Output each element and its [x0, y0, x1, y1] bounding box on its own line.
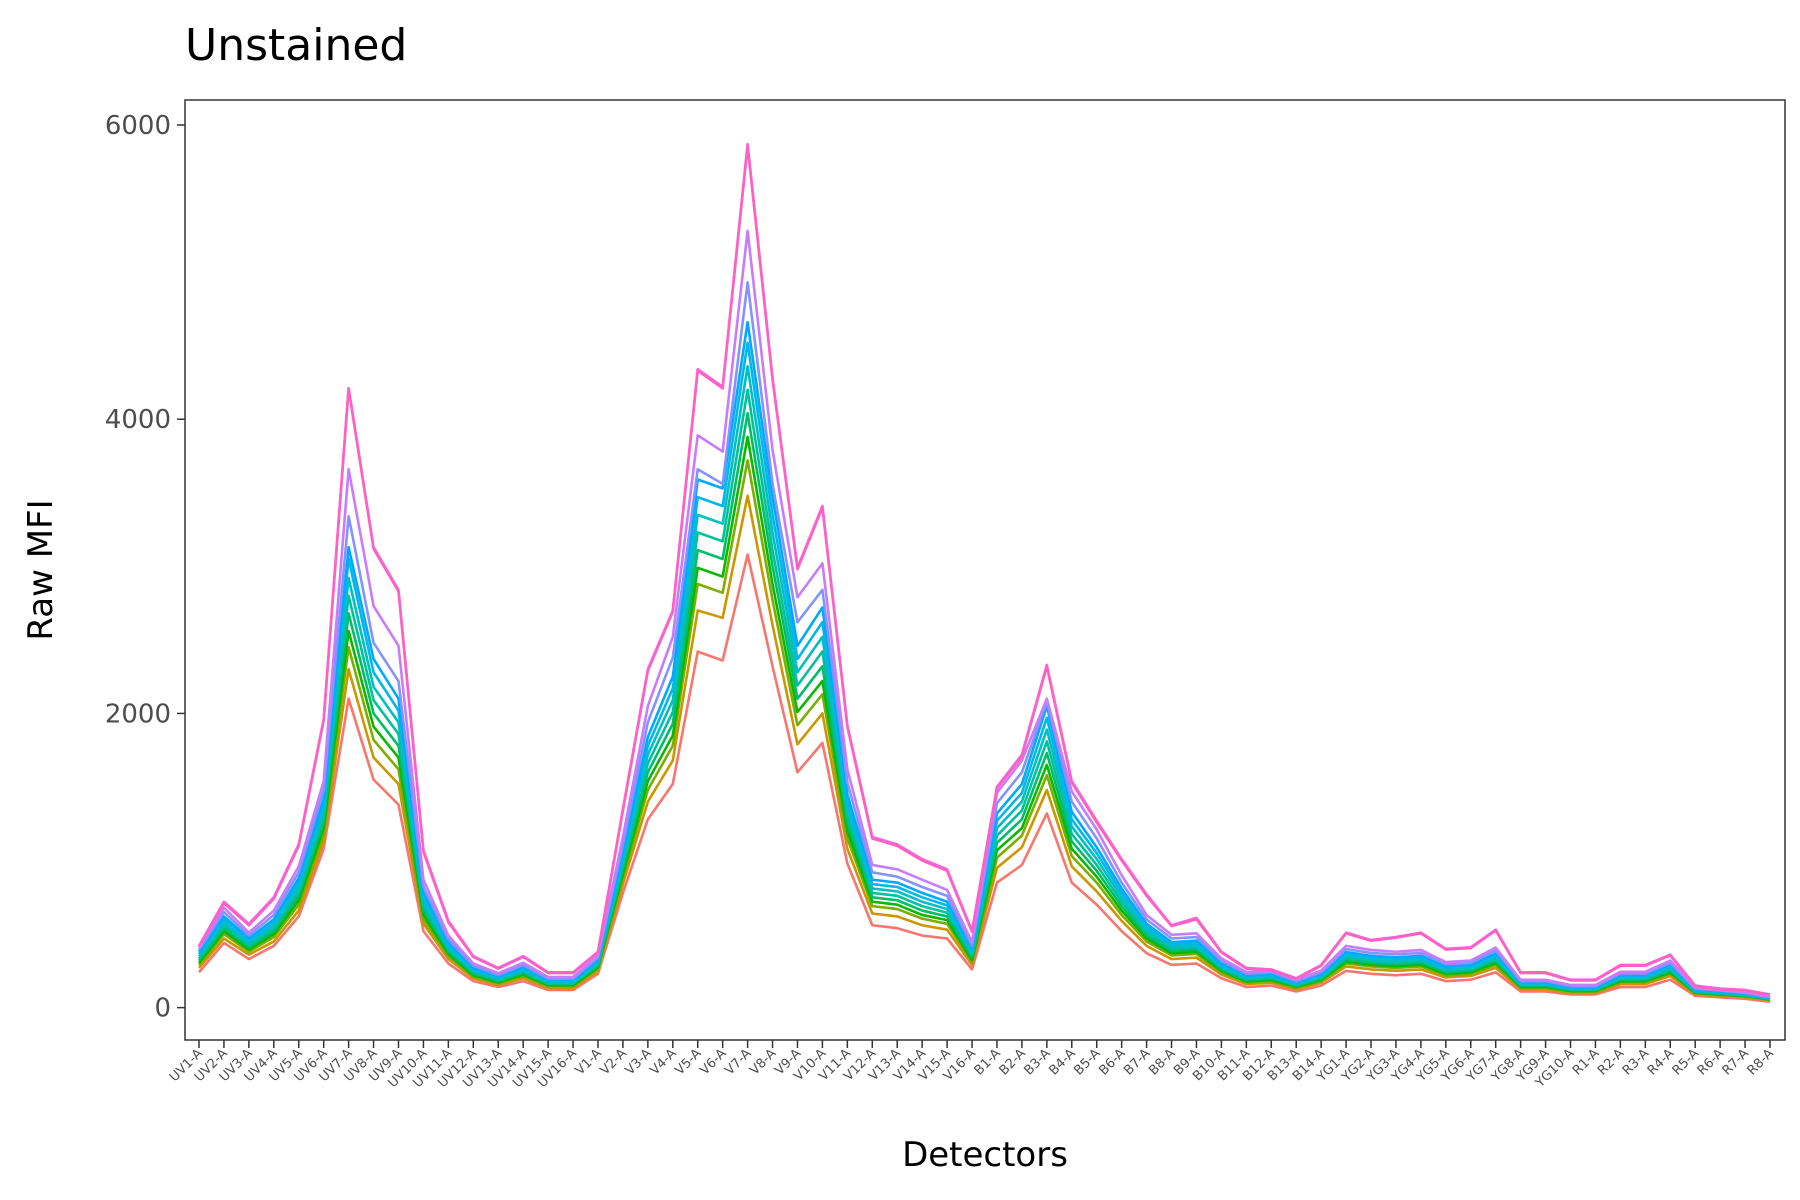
x-tick-label: V1-A: [573, 1046, 605, 1078]
series-line-1: [198, 553, 1771, 1004]
x-tick-label: V7-A: [722, 1046, 754, 1078]
x-tick-label: B3-A: [1021, 1046, 1053, 1078]
plot-panel: [184, 99, 1786, 1041]
x-tick-label: B1-A: [972, 1046, 1004, 1078]
x-tick-label: V2-A: [598, 1046, 630, 1078]
x-tick-label: V6-A: [697, 1046, 729, 1078]
x-tick-label: V3-A: [623, 1046, 655, 1078]
x-tick-label: B4-A: [1046, 1046, 1078, 1078]
x-tick-label: V5-A: [672, 1046, 704, 1078]
x-tick-label: B7-A: [1121, 1046, 1153, 1078]
x-tick-label: R6-A: [1695, 1046, 1727, 1078]
x-tick-label: V4-A: [647, 1046, 679, 1078]
y-axis-title: Raw MFI: [21, 499, 61, 640]
x-tick-label: R3-A: [1620, 1046, 1652, 1078]
x-axis: UV1-AUV2-AUV3-AUV4-AUV5-AUV6-AUV7-AUV8-A…: [167, 1040, 1777, 1091]
chart-title: Unstained: [185, 20, 407, 71]
x-tick-label: V8-A: [747, 1046, 779, 1078]
x-tick-label: R7-A: [1720, 1046, 1752, 1078]
series-line-2: [198, 494, 1771, 1002]
x-tick-label: B2-A: [997, 1046, 1029, 1078]
series-line-13: [197, 144, 1771, 997]
x-axis-title: Detectors: [902, 1135, 1068, 1175]
x-tick-label: R8-A: [1745, 1046, 1777, 1078]
series-layer: [197, 142, 1771, 1004]
y-tick-label: 2000: [105, 699, 171, 729]
x-tick-label: R1-A: [1570, 1046, 1602, 1078]
y-tick-label: 4000: [105, 405, 171, 435]
x-tick-label: R4-A: [1645, 1046, 1677, 1078]
y-axis: 0 2000 4000 6000: [105, 111, 185, 1024]
x-tick-label: B6-A: [1096, 1046, 1128, 1078]
y-tick-label: 6000: [105, 111, 171, 141]
y-tick-label: 0: [154, 994, 171, 1024]
x-tick-label: R2-A: [1595, 1046, 1627, 1078]
x-tick-label: B8-A: [1146, 1046, 1178, 1078]
x-tick-label: B5-A: [1071, 1046, 1103, 1078]
x-tick-label: R5-A: [1670, 1046, 1702, 1078]
